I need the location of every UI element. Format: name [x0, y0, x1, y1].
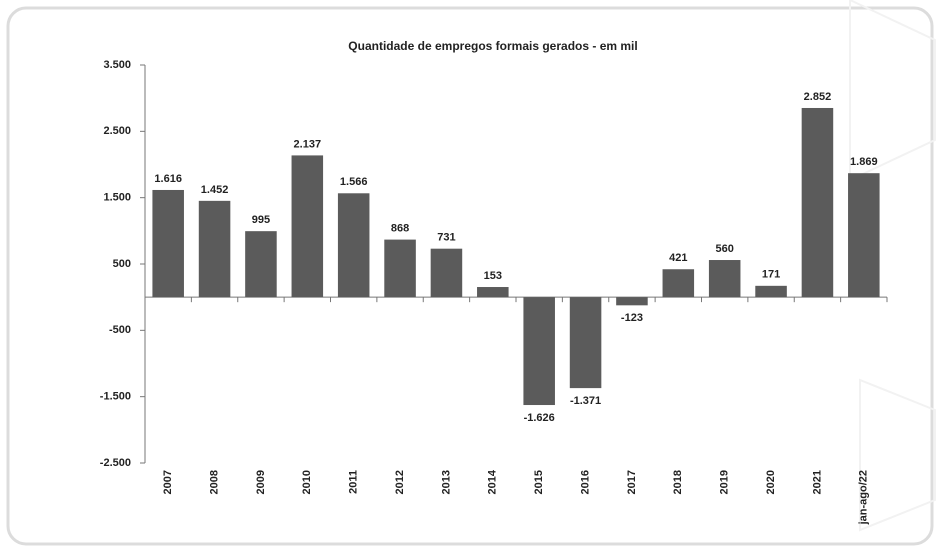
- y-tick-label: 500: [113, 258, 131, 270]
- bar: [245, 231, 277, 298]
- x-tick-label: 2007: [162, 470, 174, 494]
- value-label: 560: [716, 243, 734, 255]
- x-tick-label: 2012: [394, 470, 406, 494]
- bar: [430, 248, 463, 298]
- x-tick-label: 2019: [719, 470, 731, 494]
- bar: [523, 297, 555, 406]
- bar: [198, 200, 231, 298]
- x-tick-label: 2020: [765, 470, 777, 494]
- bar: [708, 260, 741, 298]
- value-label: -1.626: [524, 412, 555, 424]
- x-tick-label: 2015: [533, 470, 545, 494]
- bar: [569, 297, 602, 389]
- x-tick-label: 2021: [811, 470, 823, 494]
- x-tick-label: jan-ago/22: [858, 470, 870, 525]
- x-tick-label: 2010: [301, 470, 313, 494]
- value-label: -1.371: [570, 395, 601, 407]
- value-label: 1.452: [201, 184, 229, 196]
- x-tick-label: 2017: [626, 470, 638, 494]
- bar: [662, 269, 695, 298]
- y-tick-label: -1.500: [100, 391, 131, 403]
- y-tick-label: -2.500: [100, 457, 131, 469]
- value-label: 2.137: [294, 138, 322, 150]
- y-tick-label: -500: [109, 324, 131, 336]
- bar: [616, 297, 648, 306]
- value-label: 868: [391, 222, 409, 234]
- y-tick-label: 2.500: [103, 125, 131, 137]
- bar: [384, 239, 416, 298]
- value-label: 171: [762, 269, 780, 281]
- bar: [337, 193, 370, 298]
- x-tick-label: 2008: [208, 470, 220, 494]
- value-label: 2.852: [804, 91, 832, 103]
- x-tick-label: 2018: [672, 470, 684, 494]
- value-label: 1.869: [850, 156, 878, 168]
- value-label: 421: [669, 252, 687, 264]
- bar: [152, 189, 184, 298]
- x-tick-label: 2011: [348, 470, 360, 494]
- x-tick-label: 2016: [579, 470, 591, 494]
- bar: [291, 155, 324, 298]
- value-label: 1.566: [340, 176, 368, 188]
- bar: [801, 107, 834, 298]
- decoration: [849, 0, 936, 532]
- chart-title: Quantidade de empregos formais gerados -…: [348, 39, 637, 53]
- y-tick-label: 3.500: [103, 59, 131, 71]
- y-tick-label: 1.500: [103, 192, 131, 204]
- bar: [848, 173, 880, 298]
- value-label: 1.616: [154, 173, 182, 185]
- x-tick-label: 2014: [487, 469, 499, 494]
- bar: [477, 287, 509, 298]
- value-label: 995: [252, 214, 270, 226]
- bar: [755, 285, 787, 298]
- x-tick-label: 2009: [255, 470, 267, 494]
- value-label: 153: [484, 270, 502, 282]
- x-tick-label: 2013: [440, 470, 452, 494]
- value-label: -123: [621, 312, 643, 324]
- value-label: 731: [437, 232, 455, 244]
- card: [6, 6, 934, 546]
